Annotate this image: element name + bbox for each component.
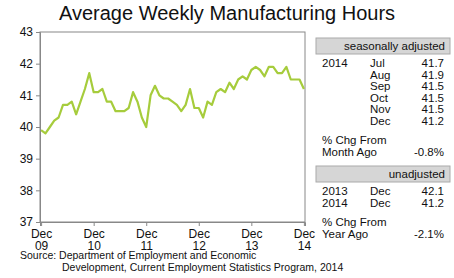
panel-value: 41.2 bbox=[422, 115, 444, 127]
panel-month: Nov bbox=[370, 103, 391, 115]
x-tick-mark bbox=[199, 222, 200, 226]
panel-change: -2.1% bbox=[414, 228, 444, 240]
y-tick-label: 43 bbox=[20, 25, 34, 39]
x-tick-mark bbox=[146, 222, 147, 226]
panel-year: 2014 bbox=[322, 57, 348, 69]
plot-frame bbox=[40, 32, 305, 222]
y-tick: 42 bbox=[20, 57, 40, 71]
panel-change-label: Month Ago bbox=[322, 146, 377, 158]
y-axis: 37383940414243 bbox=[20, 25, 41, 229]
y-tick-label: 38 bbox=[20, 184, 34, 198]
panel-month: Oct bbox=[370, 92, 389, 104]
panel-value: 41.5 bbox=[422, 103, 444, 115]
source: Development, Current Employment Statisti… bbox=[62, 261, 343, 273]
x-tick-label: Dec14 bbox=[294, 227, 315, 254]
y-tick: 41 bbox=[20, 89, 40, 103]
y-tick-label: 42 bbox=[20, 57, 34, 71]
x-tick: Dec14 bbox=[294, 222, 315, 253]
x-axis-line bbox=[41, 223, 306, 227]
series bbox=[41, 67, 304, 133]
y-tick-mark bbox=[36, 95, 40, 96]
panel-month: Dec bbox=[370, 115, 391, 127]
panel-header: unadjusted bbox=[389, 168, 445, 180]
panel-change-label: Year Ago bbox=[322, 228, 368, 240]
panel-header-box bbox=[316, 166, 450, 182]
panel-month: Aug bbox=[370, 69, 390, 81]
panel-month: Jul bbox=[370, 57, 385, 69]
x-tick-mark bbox=[251, 222, 252, 226]
title: Average Weekly Manufacturing Hours bbox=[59, 2, 395, 24]
y-tick: 40 bbox=[20, 120, 40, 134]
panel-month: Dec bbox=[370, 185, 391, 197]
panel-month: Sep bbox=[370, 80, 390, 92]
panel-value: 41.9 bbox=[422, 69, 444, 81]
y-tick: 43 bbox=[20, 25, 40, 39]
panel-change: -0.8% bbox=[414, 146, 444, 158]
y-tick-mark bbox=[36, 32, 40, 33]
panel-month: Dec bbox=[370, 197, 391, 209]
y-tick-mark bbox=[36, 64, 40, 65]
panel-value: 41.2 bbox=[422, 197, 444, 209]
panel-year: 2014 bbox=[322, 197, 348, 209]
panel-header-box bbox=[316, 38, 450, 54]
line bbox=[41, 67, 304, 133]
y-tick-mark bbox=[36, 159, 40, 160]
x-tick-mark bbox=[94, 222, 95, 226]
y-tick-label: 39 bbox=[20, 152, 34, 166]
panel-year: 2013 bbox=[322, 185, 348, 197]
y-tick-mark bbox=[36, 222, 40, 223]
y-tick-mark bbox=[36, 127, 40, 128]
y-tick-label: 41 bbox=[20, 89, 34, 103]
y-axis-line bbox=[36, 33, 41, 223]
panel-value: 41.5 bbox=[422, 80, 444, 92]
x-tick-mark bbox=[304, 222, 305, 226]
chart: Average Weekly Manufacturing Hours373839… bbox=[0, 0, 454, 278]
panel-change-label: % Chg From bbox=[322, 216, 387, 228]
panel-change-label: % Chg From bbox=[322, 134, 387, 146]
y-tick: 39 bbox=[20, 152, 40, 166]
panel-header: seasonally adjusted bbox=[344, 40, 445, 52]
x-tick-mark bbox=[41, 222, 42, 226]
y-tick-mark bbox=[36, 190, 40, 191]
panel-value: 41.5 bbox=[422, 92, 444, 104]
y-tick: 38 bbox=[20, 184, 40, 198]
y-tick-label: 40 bbox=[20, 120, 34, 134]
panel-value: 42.1 bbox=[422, 185, 444, 197]
source: Source: Department of Employment and Eco… bbox=[20, 249, 256, 261]
panel-value: 41.7 bbox=[422, 57, 444, 69]
